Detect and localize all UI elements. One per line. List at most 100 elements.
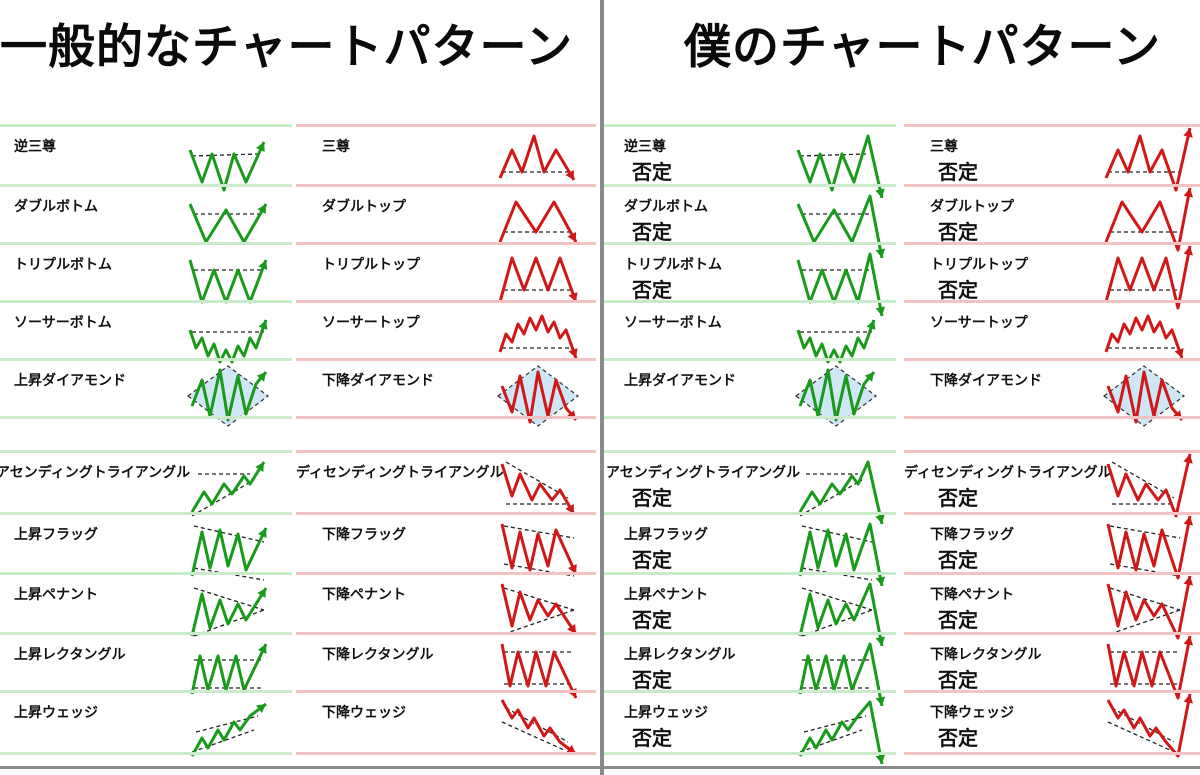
negated-label: 否定 [938, 278, 978, 302]
row-rule [904, 242, 1200, 245]
price-path [500, 523, 578, 575]
trendline [501, 721, 565, 751]
row-rule [296, 690, 596, 693]
row-rule [296, 242, 596, 245]
arrowhead [1174, 348, 1184, 358]
row-rule [0, 124, 292, 127]
pattern-name: 下降フラッグ [322, 527, 406, 543]
arrowhead [258, 260, 268, 270]
price-path [188, 203, 268, 244]
arrowhead [565, 504, 574, 514]
pattern-name: 上昇ダイアモンド [624, 373, 736, 389]
negated-label: 否定 [632, 608, 672, 632]
row-rule [904, 450, 1200, 453]
row-rule [296, 124, 596, 127]
price-path [190, 461, 266, 513]
pattern-name: 下降ウェッジ [322, 705, 406, 721]
trendline [191, 729, 255, 753]
sdiamond-pattern-icon [1103, 365, 1185, 427]
price-path [188, 259, 268, 304]
price-path [796, 134, 884, 198]
pattern-name: ソーサートップ [322, 315, 420, 331]
double-bottom-icon [188, 203, 268, 244]
arrowhead [257, 644, 267, 654]
ascending-triangle-icon [190, 461, 266, 517]
row-rule [904, 184, 1200, 187]
arrowhead [1183, 576, 1194, 586]
price-path [498, 256, 578, 303]
trendline [503, 609, 575, 635]
arrowhead [256, 704, 266, 714]
pattern-name: 下降ダイアモンド [322, 373, 434, 389]
saucer-top-icon [498, 314, 578, 359]
row-rule [0, 632, 292, 635]
arrowhead [567, 624, 576, 634]
row-rule [904, 572, 1200, 575]
pattern-name: ディセンディングトライアングル [904, 465, 1112, 481]
price-path [500, 643, 578, 699]
bearish-diamond-icon [497, 365, 579, 427]
arrowhead [257, 204, 266, 214]
trendline [801, 525, 873, 543]
arrowhead [875, 754, 886, 764]
price-path [798, 522, 884, 586]
trendline [1107, 721, 1171, 751]
pattern-name: 下降ウェッジ [930, 705, 1014, 721]
bdiamond-pattern-icon [795, 365, 877, 427]
trendline [1109, 525, 1181, 539]
bullish-diamond-icon [187, 365, 269, 427]
pattern-name: ダブルボトム [624, 199, 708, 215]
row-rule [904, 690, 1200, 693]
pattern-name: トリプルトップ [322, 257, 420, 273]
price-path [500, 370, 578, 424]
pattern-name: 逆三尊 [14, 139, 56, 155]
pattern-name: 下降レクタングル [322, 647, 434, 663]
pattern-name: ソーサーボトム [14, 315, 112, 331]
row-rule [604, 358, 896, 361]
price-path [1106, 370, 1184, 424]
bpennant-pattern-icon [798, 582, 886, 646]
trendline [799, 479, 863, 517]
row-rule [604, 184, 896, 187]
price-path [1106, 515, 1192, 580]
arrowhead [255, 462, 264, 472]
negated-label: 否定 [632, 726, 672, 750]
arrowhead [866, 320, 876, 330]
price-path [1104, 314, 1184, 359]
pattern-name: 上昇ウェッジ [14, 705, 98, 721]
pattern-name: ソーサートップ [930, 315, 1028, 331]
row-rule [604, 632, 896, 635]
saucer-bottom-icon [188, 319, 268, 364]
row-rule [604, 512, 896, 515]
trendline [803, 715, 867, 733]
pattern-name: 下降ペナント [930, 587, 1014, 603]
row-rule [296, 572, 596, 575]
arrowhead [1183, 516, 1194, 526]
negated-label: 否定 [938, 608, 978, 632]
bull-rectangle-icon [190, 643, 268, 695]
arrowhead [257, 528, 267, 538]
row-rule [604, 416, 896, 419]
pattern-name: 上昇ウェッジ [624, 705, 708, 721]
negated-label: 否定 [938, 726, 978, 750]
arrowhead [1183, 246, 1194, 256]
row-rule [904, 752, 1200, 755]
tbot-pattern-icon [796, 252, 886, 316]
price-path [498, 314, 578, 359]
row-rule [296, 416, 596, 419]
row-rule [296, 752, 596, 755]
row-rule [0, 752, 292, 755]
price-path [796, 194, 884, 258]
row-rule [296, 358, 596, 361]
rwedge-pattern-icon [798, 700, 886, 764]
row-rule [904, 124, 1200, 127]
bottom-border [0, 766, 1200, 769]
ttop-pattern-icon [1104, 245, 1194, 310]
price-path [498, 134, 576, 181]
pattern-name: 上昇レクタングル [14, 647, 126, 663]
price-path [798, 460, 884, 524]
inverse-head-shoulders-icon [188, 141, 266, 192]
row-rule [0, 184, 292, 187]
pattern-name: 上昇ペナント [14, 587, 98, 603]
row-rule [0, 450, 292, 453]
